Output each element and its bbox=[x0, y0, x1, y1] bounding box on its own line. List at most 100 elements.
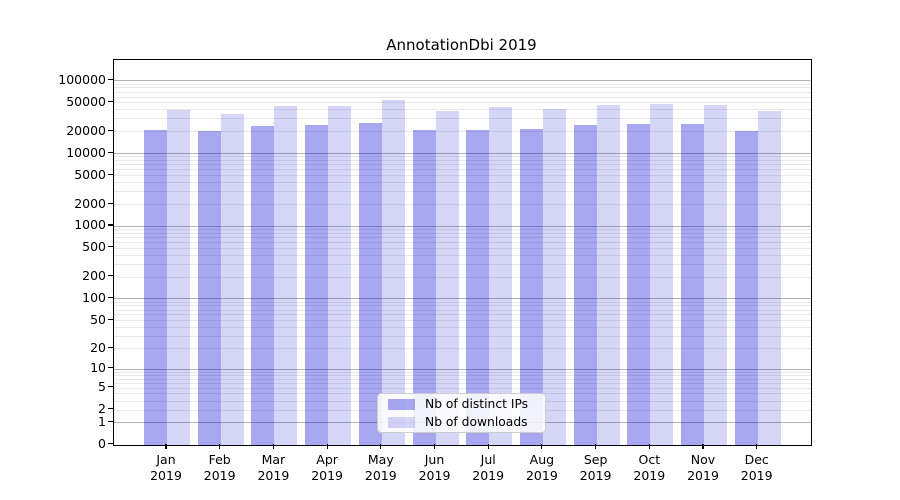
x-tick-mark bbox=[487, 444, 489, 449]
bar-downloads-mar bbox=[274, 106, 298, 445]
x-tick-mark bbox=[702, 444, 704, 449]
minor-gridline bbox=[114, 263, 811, 265]
bars-layer bbox=[114, 60, 811, 445]
y-tick-mark bbox=[108, 442, 113, 444]
minor-gridline bbox=[114, 237, 811, 239]
y-tick-mark bbox=[108, 151, 113, 153]
minor-gridline bbox=[114, 387, 811, 389]
x-tick-mark bbox=[541, 444, 543, 449]
x-tick-label: Jun 2019 bbox=[418, 452, 451, 483]
x-tick-label: Jul 2019 bbox=[472, 452, 505, 483]
legend-item-distinct-ips: Nb of distinct IPs bbox=[378, 397, 545, 411]
minor-gridline bbox=[114, 301, 811, 303]
y-tick-label: 50 bbox=[90, 311, 106, 327]
bar-downloads-jan bbox=[167, 110, 190, 445]
minor-gridline bbox=[114, 254, 811, 256]
y-tick-mark bbox=[108, 129, 113, 131]
major-gridline bbox=[114, 368, 811, 370]
y-tick-label: 500 bbox=[82, 239, 106, 255]
minor-gridline bbox=[114, 169, 811, 171]
y-tick-mark bbox=[108, 296, 113, 299]
legend-label: Nb of distinct IPs bbox=[425, 397, 529, 411]
minor-gridline bbox=[114, 326, 811, 328]
y-tick-mark bbox=[108, 78, 113, 80]
bar-distinct-ips-sep bbox=[573, 125, 597, 445]
minor-gridline bbox=[114, 175, 811, 176]
bar-distinct-ips-feb bbox=[197, 131, 221, 445]
y-tick-label: 10000 bbox=[66, 144, 106, 160]
minor-gridline bbox=[114, 87, 811, 89]
major-gridline bbox=[114, 225, 811, 227]
minor-gridline bbox=[114, 309, 811, 311]
bar-distinct-ips-jun bbox=[412, 130, 436, 445]
bar-downloads-sep bbox=[596, 104, 620, 445]
minor-gridline bbox=[114, 102, 811, 104]
y-tick-label: 2 bbox=[98, 401, 106, 417]
minor-gridline bbox=[114, 91, 811, 93]
minor-gridline bbox=[114, 204, 811, 205]
minor-gridline bbox=[114, 232, 811, 234]
minor-gridline bbox=[114, 83, 811, 85]
minor-gridline bbox=[114, 96, 811, 98]
legend-swatch-icon bbox=[388, 398, 415, 410]
x-tick-label: Jan 2019 bbox=[150, 452, 182, 483]
y-tick-mark bbox=[108, 224, 113, 226]
minor-gridline bbox=[114, 276, 811, 278]
y-tick-mark bbox=[108, 202, 113, 204]
plot-area: Nb of distinct IPs Nb of downloads bbox=[113, 59, 812, 446]
x-tick-label: May 2019 bbox=[364, 452, 397, 483]
minor-gridline bbox=[114, 320, 811, 321]
legend-label: Nb of downloads bbox=[425, 415, 528, 429]
minor-gridline bbox=[114, 109, 811, 111]
bar-downloads-dec bbox=[757, 111, 781, 445]
minor-gridline bbox=[114, 182, 811, 184]
y-tick-label: 0 bbox=[98, 435, 106, 451]
x-tick-mark bbox=[272, 444, 274, 449]
y-tick-label: 50000 bbox=[66, 93, 106, 109]
minor-gridline bbox=[114, 335, 811, 337]
minor-gridline bbox=[114, 371, 811, 373]
legend-swatch-icon bbox=[388, 416, 415, 428]
y-tick-label: 100 bbox=[82, 289, 106, 305]
x-tick-label: Oct 2019 bbox=[633, 452, 666, 483]
x-tick-label: Apr 2019 bbox=[311, 452, 343, 483]
y-tick-label: 200 bbox=[82, 268, 106, 284]
x-tick-mark bbox=[380, 444, 382, 449]
x-tick-label: Feb 2019 bbox=[203, 452, 236, 483]
y-tick-label: 2000 bbox=[74, 195, 106, 211]
x-tick-mark bbox=[219, 444, 221, 449]
bar-downloads-feb bbox=[220, 113, 244, 445]
y-tick-mark bbox=[108, 346, 113, 348]
x-tick-label: Sep 2019 bbox=[579, 452, 612, 483]
minor-gridline bbox=[114, 160, 811, 162]
bar-downloads-jun bbox=[435, 110, 459, 445]
major-gridline bbox=[114, 298, 811, 300]
bar-distinct-ips-dec bbox=[734, 131, 758, 445]
minor-gridline bbox=[114, 118, 811, 120]
bar-downloads-aug bbox=[542, 109, 566, 445]
bar-distinct-ips-jul bbox=[466, 130, 490, 445]
y-tick-mark bbox=[108, 246, 113, 248]
y-tick-label: 100000 bbox=[58, 71, 106, 87]
y-tick-label: 10 bbox=[90, 360, 106, 375]
y-tick-label: 1 bbox=[98, 413, 106, 429]
minor-gridline bbox=[114, 229, 811, 231]
bar-downloads-may bbox=[381, 100, 405, 445]
minor-gridline bbox=[114, 348, 811, 349]
x-tick-mark bbox=[433, 444, 436, 449]
minor-gridline bbox=[114, 242, 811, 243]
x-tick-label: Nov 2019 bbox=[687, 452, 719, 483]
y-tick-label: 5000 bbox=[74, 166, 106, 182]
x-tick-mark bbox=[326, 444, 328, 449]
y-tick-label: 5 bbox=[98, 379, 106, 395]
y-tick-label: 1000 bbox=[74, 217, 106, 233]
x-tick-mark bbox=[165, 444, 167, 449]
minor-gridline bbox=[114, 382, 811, 384]
y-tick-label: 20000 bbox=[66, 122, 106, 138]
y-tick-mark bbox=[108, 408, 113, 410]
minor-gridline bbox=[114, 164, 811, 166]
bar-downloads-jul bbox=[489, 106, 513, 445]
y-tick-mark bbox=[108, 420, 113, 423]
y-tick-mark bbox=[108, 318, 113, 320]
